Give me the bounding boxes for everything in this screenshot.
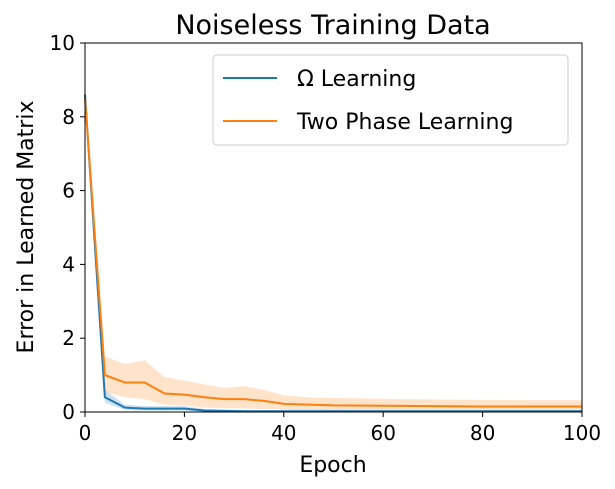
line-two-phase-learning [84, 98, 582, 408]
band-two-phase-learning [85, 90, 582, 411]
legend-box [212, 54, 569, 146]
x-axis-label: Epoch [299, 453, 366, 478]
series-lines [84, 94, 582, 413]
x-tick-label: 60 [370, 421, 395, 445]
plot-frame [84, 42, 583, 413]
y-axis-ticks: 0 2 4 6 8 10 [50, 31, 85, 424]
legend: Ω Learning Two Phase Learning [212, 54, 569, 146]
chart-title: Noiseless Training Data [175, 10, 490, 41]
x-tick-label: 100 [563, 421, 601, 445]
y-tick-label: 6 [62, 179, 75, 203]
y-tick-label: 2 [62, 326, 75, 350]
line-learning [84, 94, 582, 413]
x-tick-label: 0 [79, 421, 92, 445]
y-tick-label: 4 [62, 252, 75, 276]
y-tick-label: 10 [50, 31, 75, 55]
y-tick-label: 0 [62, 400, 75, 424]
x-tick-label: 80 [470, 421, 495, 445]
y-axis-label: Error in Learned Matrix [14, 101, 39, 354]
legend-label-omega-learning: Ω Learning [297, 67, 416, 92]
confidence-bands [85, 87, 582, 412]
x-axis-ticks: 0 20 40 60 80 100 [79, 412, 601, 445]
x-tick-label: 40 [271, 421, 296, 445]
legend-label-two-phase-learning: Two Phase Learning [296, 110, 513, 135]
x-tick-label: 20 [172, 421, 197, 445]
y-tick-label: 8 [62, 105, 75, 129]
